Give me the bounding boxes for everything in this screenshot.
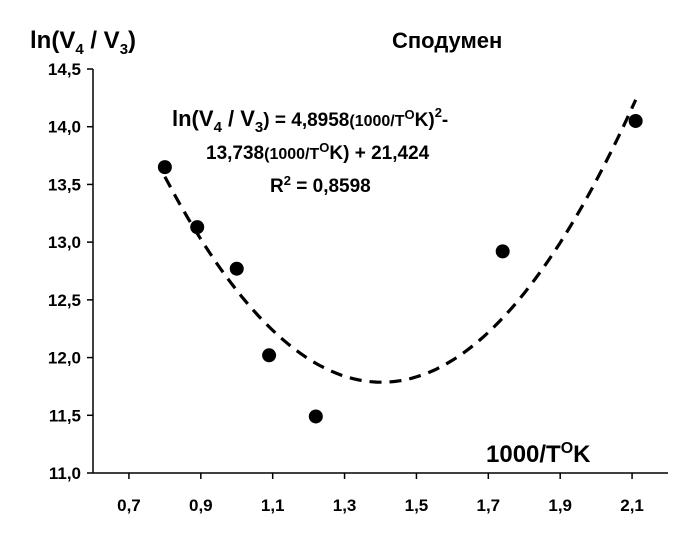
data-point <box>262 348 277 363</box>
data-point <box>190 220 205 235</box>
trendline <box>163 99 638 384</box>
x-axis-title: 1000/TOK <box>486 440 591 468</box>
y-axis-title: ln(V4 / V3) <box>30 27 136 58</box>
x-tick-label: 1,5 <box>405 496 429 515</box>
x-tick-label: 0,9 <box>189 496 213 515</box>
equation-line-1: ln(V4 / V3) = 4,8958(1000/TOK)2- <box>172 105 448 136</box>
data-point <box>229 261 244 276</box>
x-tick-label: 1,9 <box>548 496 572 515</box>
data-point <box>308 409 323 424</box>
data-point <box>157 160 172 175</box>
y-tick-label: 14,5 <box>48 60 81 79</box>
x-tick-label: 1,7 <box>476 496 500 515</box>
y-tick-label: 11,0 <box>49 464 81 483</box>
y-tick-label: 14,0 <box>48 118 81 137</box>
r-squared-label: R2 = 0,8598 <box>270 173 371 197</box>
chart-title: Сподумен <box>392 28 502 53</box>
trendline-curve <box>163 99 638 384</box>
x-tick-label: 2,1 <box>620 496 644 515</box>
equation-line-2: 13,738(1000/TOK) + 21,424 <box>206 140 430 164</box>
data-point <box>628 113 643 128</box>
y-tick-label: 11,5 <box>49 406 81 425</box>
x-tick-label: 1,3 <box>333 496 357 515</box>
y-tick-label: 12,0 <box>48 349 81 368</box>
y-tick-label: 12,5 <box>48 291 81 310</box>
x-tick-label: 1,1 <box>261 496 285 515</box>
data-points <box>157 113 643 424</box>
trendline-equation: ln(V4 / V3) = 4,8958(1000/TOK)2- 13,738(… <box>172 105 448 197</box>
y-tick-label: 13,0 <box>48 233 81 252</box>
x-tick-label: 0,7 <box>117 496 141 515</box>
data-point <box>495 244 510 259</box>
axes: 11,0 11,5 12,0 12,5 13,0 13,5 14,0 14,5 0,7 0,9 1,… <box>48 60 668 515</box>
y-tick-label: 13,5 <box>48 175 81 194</box>
